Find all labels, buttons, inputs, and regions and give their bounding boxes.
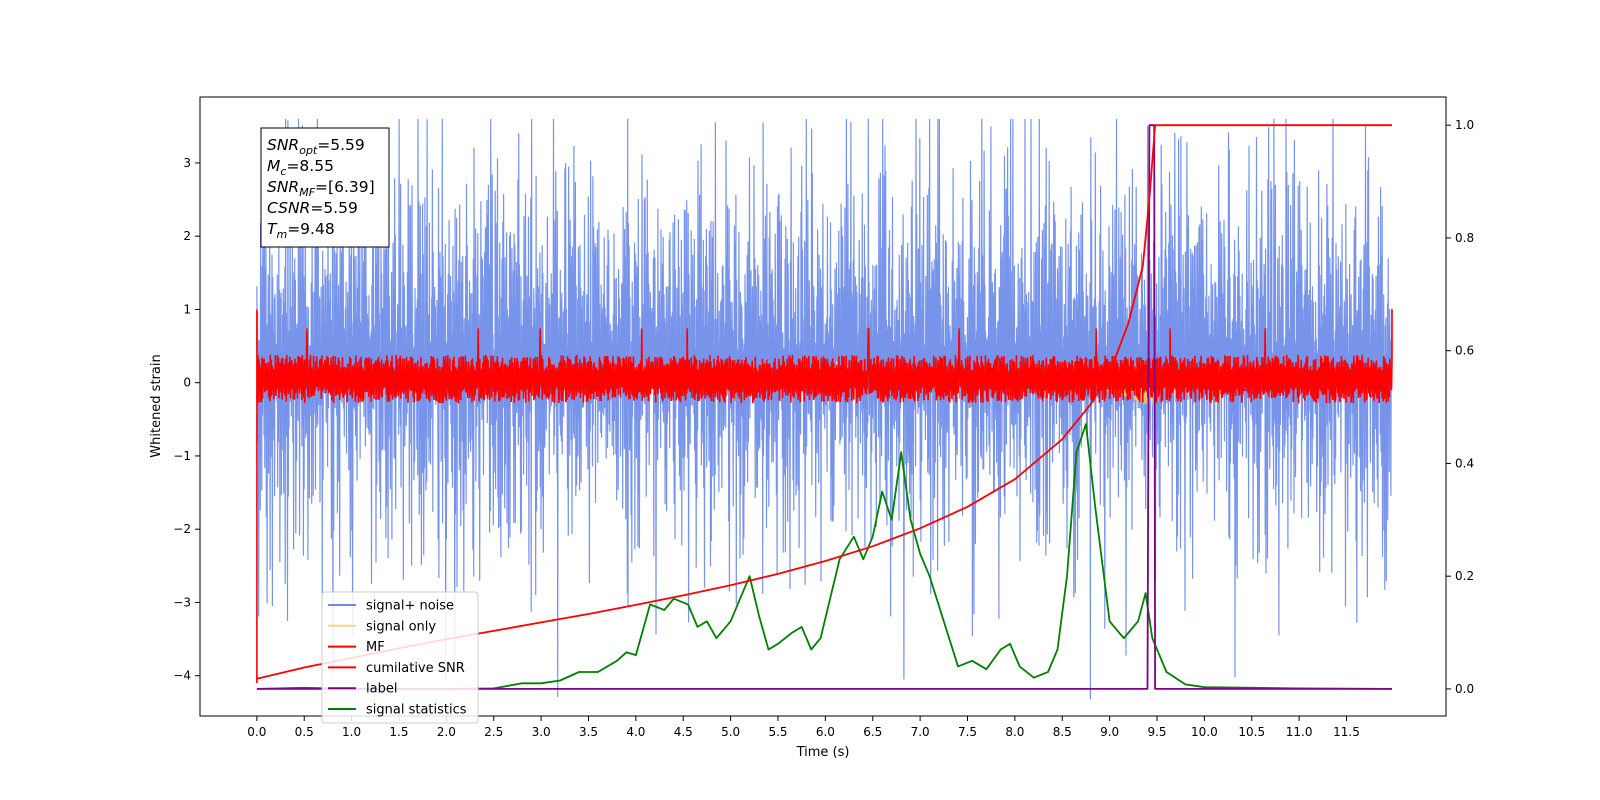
- x-tick-label: 6.5: [863, 725, 882, 739]
- x-tick-label: 9.5: [1147, 725, 1166, 739]
- y-tick-label: −1: [173, 449, 191, 463]
- x-axis-title: Time (s): [796, 745, 850, 760]
- y2-tick-label: 0.0: [1455, 682, 1474, 696]
- y-tick-label: −2: [173, 522, 191, 536]
- y2-tick-label: 0.6: [1455, 344, 1474, 358]
- y2-tick-label: 0.4: [1455, 456, 1474, 470]
- y2-tick-label: 0.8: [1455, 231, 1474, 245]
- x-tick-label: 11.5: [1333, 725, 1360, 739]
- legend-label: MF: [366, 640, 385, 655]
- x-tick-label: 2.0: [437, 725, 456, 739]
- y-axis-right: 0.0 0.2 0.4 0.6 0.8 1.0: [1446, 118, 1474, 696]
- x-tick-label: 8.5: [1053, 725, 1072, 739]
- x-tick-label: 4.0: [626, 725, 645, 739]
- annotation-line: Tm=9.48: [267, 220, 335, 241]
- plot-area: [256, 118, 1393, 700]
- plot-frame: [199, 96, 1447, 717]
- legend-label: cumilative SNR: [366, 661, 465, 676]
- y-tick-label: −3: [173, 595, 191, 609]
- x-tick-label: 9.0: [1100, 725, 1119, 739]
- y2-tick-label: 1.0: [1455, 118, 1474, 132]
- x-tick-label: 8.0: [1005, 725, 1024, 739]
- y-tick-label: 1: [183, 302, 191, 316]
- annotation-line: CSNR=5.59: [267, 199, 358, 217]
- x-tick-label: 5.5: [768, 725, 787, 739]
- legend-frame: [321, 591, 479, 724]
- y-tick-label: 3: [183, 156, 191, 170]
- y-axis-title: Whitened strain: [149, 354, 164, 457]
- x-tick-label: 0.5: [295, 725, 314, 739]
- legend-label: signal statistics: [366, 703, 467, 718]
- y2-tick-label: 0.2: [1455, 569, 1474, 583]
- annotation-line: Mc=8.55: [267, 157, 334, 178]
- annotation-line: SNRopt=5.59: [267, 136, 365, 157]
- x-tick-label: 4.5: [674, 725, 693, 739]
- y-tick-label: 0: [183, 376, 191, 390]
- signal-statistics-line: [256, 423, 1393, 690]
- y-tick-label: −4: [173, 669, 191, 683]
- x-tick-label: 10.5: [1238, 725, 1265, 739]
- legend: signal+ noise signal only MF cumilative SNR…: [321, 591, 479, 724]
- x-tick-label: 11.0: [1286, 725, 1313, 739]
- annotation-box-frame: [260, 127, 390, 248]
- label-line: [256, 124, 1392, 690]
- x-tick-label: 0.0: [247, 725, 266, 739]
- x-tick-label: 3.0: [532, 725, 551, 739]
- legend-label: signal only: [366, 619, 436, 634]
- signal-noise-line: [256, 118, 1393, 700]
- y-tick-label: 2: [183, 229, 191, 243]
- mf-line: [256, 309, 1393, 683]
- x-tick-label: 7.0: [911, 725, 930, 739]
- annotation-line: SNRMF=[6.39]: [267, 178, 375, 199]
- y-axis-left: −4 −3 −2 −1 0 1 2 3: [173, 156, 200, 683]
- x-tick-label: 3.5: [579, 725, 598, 739]
- x-tick-label: 1.5: [389, 725, 408, 739]
- x-tick-label: 5.0: [721, 725, 740, 739]
- x-tick-label: 2.5: [484, 725, 503, 739]
- legend-label: signal+ noise: [366, 599, 454, 614]
- legend-label: label: [366, 682, 397, 697]
- x-tick-label: 1.0: [342, 725, 361, 739]
- x-axis: 0.0 0.5 1.0 1.5 2.0 2.5 3.0 3.5 4.0 4.5 5.0 5.5 6.0 6…: [247, 716, 1360, 739]
- x-tick-label: 6.0: [816, 725, 835, 739]
- x-tick-label: 7.5: [958, 725, 977, 739]
- x-tick-label: 10.0: [1191, 725, 1218, 739]
